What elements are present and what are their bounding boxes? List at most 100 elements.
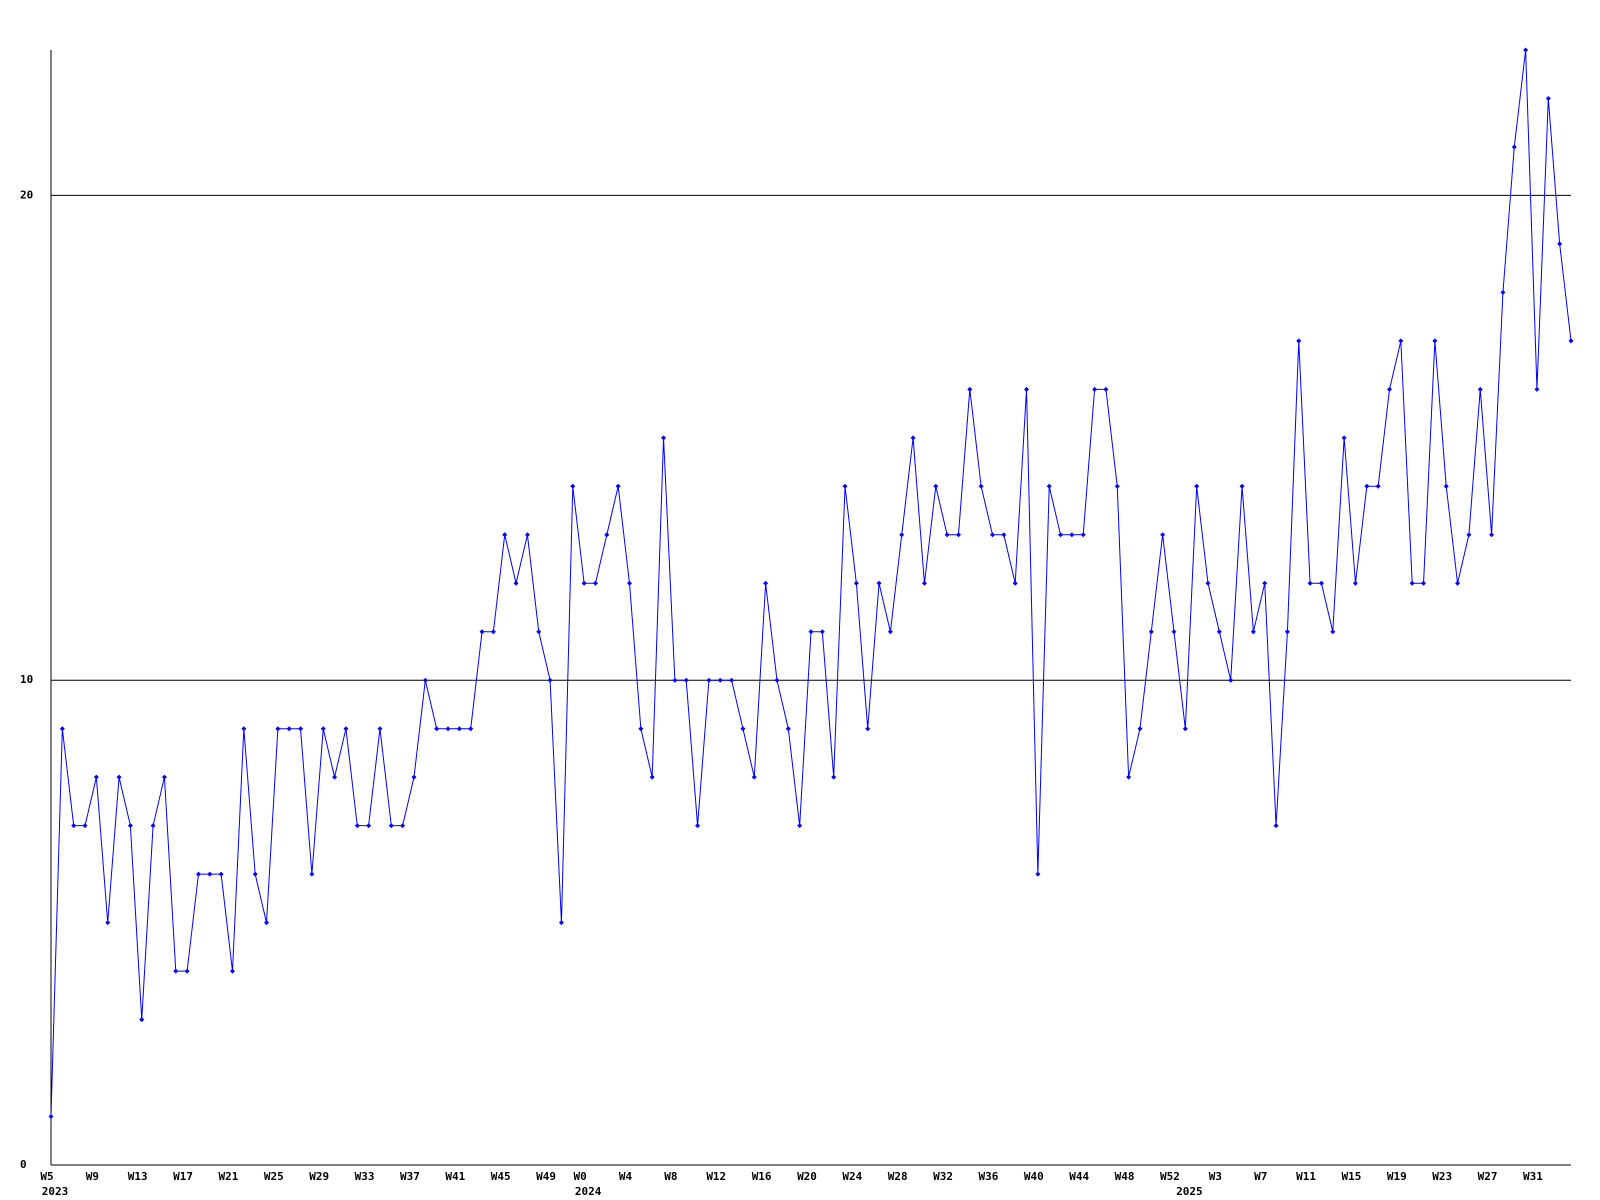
x-tick-label: W29 [309, 1170, 329, 1183]
point [740, 726, 746, 732]
point [377, 726, 383, 732]
point [298, 726, 304, 732]
point [275, 726, 281, 732]
x-tick-label: W32 [933, 1170, 953, 1183]
point [1523, 47, 1529, 53]
point [661, 435, 667, 441]
point [910, 435, 916, 441]
point [1228, 677, 1234, 683]
point [672, 677, 678, 683]
x-tick-label: W3 [1209, 1170, 1222, 1183]
point [1568, 338, 1574, 344]
point [649, 774, 655, 780]
point [411, 774, 417, 780]
x-tick-label: W7 [1254, 1170, 1267, 1183]
point [388, 823, 394, 829]
x-tick-label: W11 [1296, 1170, 1316, 1183]
point [989, 532, 995, 538]
point [1114, 483, 1120, 489]
point [1352, 580, 1358, 586]
point [1421, 580, 1427, 586]
x-tick-label: W25 [264, 1170, 284, 1183]
point [1545, 95, 1551, 101]
point [229, 968, 235, 974]
point [570, 483, 576, 489]
x-tick-label: W9 [86, 1170, 99, 1183]
point [1171, 629, 1177, 635]
point [1477, 386, 1483, 392]
x-tick-label: W36 [979, 1170, 999, 1183]
x-tick-label: W40 [1024, 1170, 1044, 1183]
point [1148, 629, 1154, 635]
point [366, 823, 372, 829]
point [502, 532, 508, 538]
point [1262, 580, 1268, 586]
x-tick-label: W27 [1478, 1170, 1498, 1183]
x-tick-label: W45 [491, 1170, 511, 1183]
point [1534, 386, 1540, 392]
point [161, 774, 167, 780]
x-tick-label: W52 [1160, 1170, 1180, 1183]
point [1194, 483, 1200, 489]
point [1182, 726, 1188, 732]
point [1069, 532, 1075, 538]
point [252, 871, 258, 877]
x-tick-label: W41 [445, 1170, 465, 1183]
point [354, 823, 360, 829]
point [842, 483, 848, 489]
x-tick-label: W23 [1432, 1170, 1452, 1183]
x-tick-label: W19 [1387, 1170, 1407, 1183]
point [400, 823, 406, 829]
point [1489, 532, 1495, 538]
point [1160, 532, 1166, 538]
point [1466, 532, 1472, 538]
point [967, 386, 973, 392]
year-label: 2024 [575, 1185, 602, 1198]
point [1409, 580, 1415, 586]
point [264, 920, 270, 926]
point [978, 483, 984, 489]
point [933, 483, 939, 489]
point [627, 580, 633, 586]
x-tick-label: W21 [219, 1170, 239, 1183]
point [1375, 483, 1381, 489]
point [422, 677, 428, 683]
point [1239, 483, 1245, 489]
point [853, 580, 859, 586]
point [604, 532, 610, 538]
point [717, 677, 723, 683]
point [1092, 386, 1098, 392]
point [1284, 629, 1290, 635]
point [592, 580, 598, 586]
point [581, 580, 587, 586]
x-tick-label: W16 [752, 1170, 772, 1183]
point [1250, 629, 1256, 635]
point [819, 629, 825, 635]
point [1511, 144, 1517, 150]
point [865, 726, 871, 732]
point [184, 968, 190, 974]
point [695, 823, 701, 829]
point [1455, 580, 1461, 586]
point [82, 823, 88, 829]
point [48, 1114, 54, 1120]
point [1035, 871, 1041, 877]
point [1001, 532, 1007, 538]
x-tick-label: W37 [400, 1170, 420, 1183]
point [1058, 532, 1064, 538]
point [1557, 241, 1563, 247]
point [729, 677, 735, 683]
point [1137, 726, 1143, 732]
point [831, 774, 837, 780]
point [513, 580, 519, 586]
point [1024, 386, 1030, 392]
point [763, 580, 769, 586]
point [71, 823, 77, 829]
point [150, 823, 156, 829]
point [524, 532, 530, 538]
point [638, 726, 644, 732]
point [241, 726, 247, 732]
x-tick-label: W17 [173, 1170, 193, 1183]
point [751, 774, 757, 780]
